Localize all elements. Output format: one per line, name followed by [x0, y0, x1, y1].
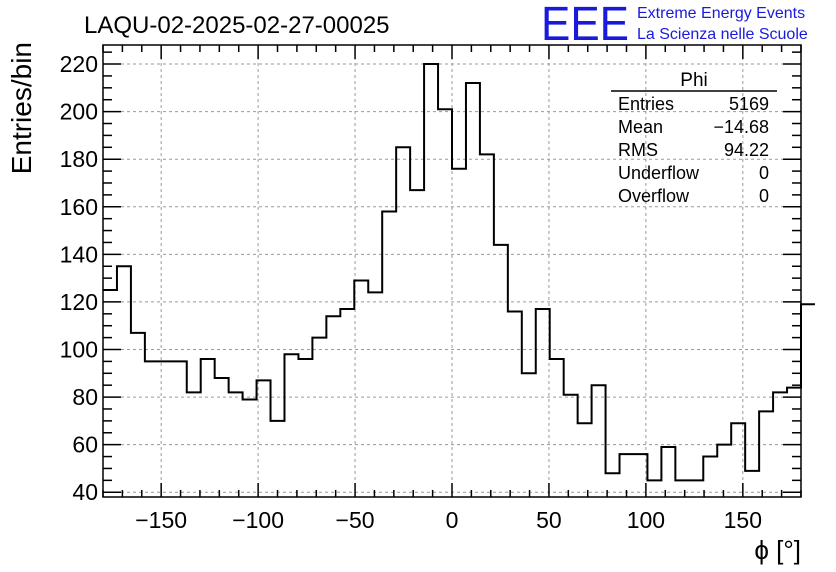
histogram-bin [326, 316, 340, 497]
y-axis-label: Entries/bin [6, 42, 37, 174]
histogram-bin [201, 359, 215, 497]
histogram-bin [689, 480, 703, 497]
y-tick-label: 60 [72, 432, 98, 458]
chart-title: LAQU-02-2025-02-27-00025 [84, 12, 390, 39]
y-tick-label: 140 [60, 241, 98, 267]
y-axis: 40 60 80 100 120 140 160 180 200 220 [60, 51, 801, 505]
histogram-bin [703, 457, 717, 497]
histogram-bin [424, 64, 438, 497]
histogram-bin [494, 245, 508, 497]
x-tick-label: 50 [536, 507, 562, 533]
histogram-bin [578, 423, 592, 497]
x-tick-label: −100 [232, 507, 284, 533]
stats-row-label: Overflow [618, 186, 690, 206]
histogram-bin [368, 292, 382, 497]
histogram-bin [592, 385, 606, 497]
histogram-bin [661, 447, 675, 497]
histogram-bin [508, 311, 522, 497]
histogram-bin [550, 359, 564, 497]
histogram-bin [466, 83, 480, 497]
x-tick-label: −150 [135, 507, 187, 533]
histogram-bin [159, 361, 173, 497]
stats-row-value: 0 [759, 186, 769, 206]
histogram-bin [717, 445, 731, 497]
x-axis-label: ϕ [°] [754, 535, 801, 565]
x-axis: −150 −100 −50 0 50 100 150 [102, 45, 802, 533]
y-tick-label: 80 [72, 384, 98, 410]
histogram-series [103, 63, 815, 497]
logo-line-2: La Scienza nelle Scuole [637, 26, 808, 43]
histogram-bin [382, 212, 396, 497]
logo-mark: EEE [541, 0, 629, 51]
histogram-bin [271, 421, 285, 497]
histogram-bin [452, 169, 466, 497]
stats-row-value: 0 [759, 163, 769, 183]
histogram-bin [145, 361, 159, 497]
histogram-bin [243, 399, 257, 497]
stats-row-label: Mean [618, 117, 663, 137]
histogram-line [103, 63, 815, 482]
y-tick-label: 160 [60, 194, 98, 220]
histogram-bin [117, 266, 131, 497]
histogram-bin [536, 309, 550, 497]
stats-row-value: −14.68 [713, 117, 769, 137]
stats-row-label: Underflow [618, 163, 700, 183]
histogram-bin [131, 333, 145, 497]
histogram-bin [298, 359, 312, 497]
histogram-bin [801, 304, 815, 497]
stats-box: Phi Entries 5169 Mean −14.68 RMS 94.22 Underfl… [611, 70, 777, 206]
histogram-bin [229, 392, 243, 497]
x-tick-label: −50 [336, 507, 375, 533]
x-tick-label: 100 [627, 507, 665, 533]
eee-logo: EEE Extreme Energy Events La Scienza nel… [541, 0, 808, 51]
histogram-bin [173, 361, 187, 497]
y-tick-label: 200 [60, 99, 98, 125]
histogram-bin [340, 309, 354, 497]
histogram-bin [103, 290, 117, 497]
stats-row-label: RMS [618, 140, 658, 160]
logo-line-1: Extreme Energy Events [637, 5, 805, 22]
stats-row-value: 5169 [729, 94, 769, 114]
histogram-bin [522, 373, 536, 497]
x-tick-label: 0 [446, 507, 459, 533]
histogram-bin [480, 154, 494, 497]
histogram-bin [187, 392, 201, 497]
histogram-bin [759, 411, 773, 497]
histogram-bin [396, 147, 410, 497]
histogram-bin [354, 281, 368, 497]
histogram-bin [745, 471, 759, 497]
histogram-bin [675, 480, 689, 497]
stats-box-title: Phi [680, 70, 707, 91]
stats-row-label: Entries [618, 94, 674, 114]
histogram-bin [564, 395, 578, 497]
y-tick-label: 40 [72, 479, 98, 505]
histogram-bin [410, 190, 424, 497]
x-tick-label: 150 [724, 507, 762, 533]
histogram-bin [257, 380, 271, 497]
stats-row-value: 94.22 [724, 140, 769, 160]
y-tick-label: 220 [60, 51, 98, 77]
histogram-bin [284, 354, 298, 497]
y-tick-label: 120 [60, 289, 98, 315]
y-tick-label: 100 [60, 337, 98, 363]
histogram-bin [438, 109, 452, 497]
y-tick-label: 180 [60, 146, 98, 172]
histogram-bin [647, 480, 661, 497]
histogram-bin [312, 338, 326, 497]
histogram-bin [215, 378, 229, 497]
